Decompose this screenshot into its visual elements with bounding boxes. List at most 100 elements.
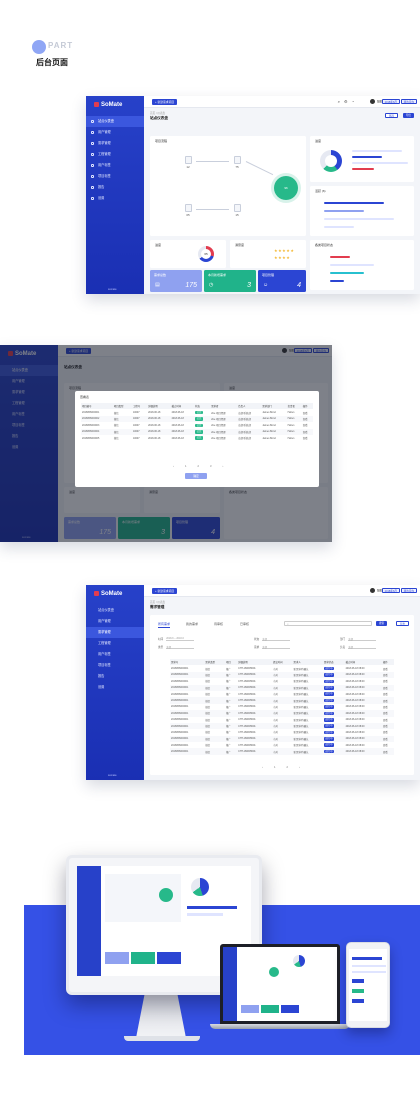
- sidebar-item-settings[interactable]: 设置: [86, 193, 144, 204]
- table-cell[interactable]: 查看: [301, 415, 313, 423]
- table-row[interactable]: 2018056000003 微信 10007 2018-06-18 2018-06-18…: [81, 422, 313, 428]
- table-row[interactable]: 2018056000002 微信 10007 2018-06-18 2018-06-18…: [81, 415, 313, 423]
- sidebar-item-project-tags[interactable]: 项目标签: [86, 171, 144, 182]
- confirm-button[interactable]: 确定: [185, 473, 207, 479]
- table-cell: 微信: [204, 697, 226, 704]
- sidebar-item-dashboard[interactable]: 站点仪表盘: [98, 608, 114, 612]
- table-row[interactable]: 2018056000001 微信 推广 CHT-180605001 小刘 新需求/待确认进…: [170, 735, 394, 743]
- stat-card-projects[interactable]: 项目管理 ☺ 4: [258, 270, 306, 292]
- sidebar-item-requirements[interactable]: 需求管理: [86, 138, 144, 149]
- sidebar-item-reports[interactable]: 报告: [98, 674, 105, 678]
- sidebar-item-requirements[interactable]: 需求管理: [86, 627, 144, 638]
- table-cell: 微信: [204, 684, 226, 691]
- search-input[interactable]: ⌕: [284, 621, 372, 626]
- tab-pending[interactable]: 待审核: [214, 622, 224, 626]
- table-cell[interactable]: 查看: [382, 667, 388, 671]
- table-cell[interactable]: 查看: [381, 684, 394, 691]
- search-icon[interactable]: ⌕: [337, 99, 344, 104]
- date-tag[interactable]: 2018年6月: [381, 588, 400, 593]
- tab-all[interactable]: 所有需求: [158, 622, 171, 628]
- todo-tag[interactable]: 我的待办: [400, 99, 417, 104]
- flow-node[interactable]: 15: [229, 204, 245, 217]
- table-cell[interactable]: 查看: [381, 671, 394, 679]
- device-stat: [105, 952, 129, 964]
- flow-node[interactable]: 75: [229, 156, 245, 169]
- table-cell[interactable]: 查看: [301, 428, 313, 435]
- requirement-tabs: 所有需求 我的需求 待审核 已审核: [158, 622, 308, 628]
- table-row[interactable]: 2018056000005 微信 10007 2018-06-18 2018-06-18…: [81, 435, 313, 441]
- table-cell[interactable]: 查看: [382, 731, 388, 735]
- sidebar-item-user-tags[interactable]: 用户标签: [98, 652, 111, 656]
- table-row[interactable]: 2018056000001 微信 推广 CHT-180605001 小刘 新需求/待确认进…: [170, 678, 394, 684]
- new-project-button[interactable]: + 新建需求项目: [152, 99, 178, 105]
- filter-department[interactable]: 部门 全部: [340, 637, 377, 642]
- table-cell[interactable]: 查看: [302, 424, 308, 428]
- table-row[interactable]: 2018056000001 微信 推广 CHT-180605001 小刘 新需求/待确认进…: [170, 691, 394, 697]
- export-button[interactable]: 导出: [402, 113, 414, 118]
- flow-node[interactable]: 05: [180, 204, 196, 217]
- sidebar-item-project-tags[interactable]: 项目标签: [98, 663, 111, 667]
- table-row[interactable]: 2018056000001 微信 推广 CHT-180605001 小刘 新需求/待确认进…: [170, 704, 394, 710]
- sidebar-footer: somate: [108, 774, 117, 777]
- table-row[interactable]: 2018056000001 微信 推广 CHT-180605001 小刘 新需求/待确认进…: [170, 697, 394, 704]
- flow-center-node[interactable]: 96: [274, 176, 298, 200]
- sidebar-item-users[interactable]: 用户管理: [98, 619, 111, 623]
- table-cell[interactable]: 查看: [382, 693, 388, 697]
- filter-time[interactable]: 时间 2018-6 ~ 2018-6: [158, 637, 195, 642]
- sidebar-item-projects[interactable]: 工程管理: [86, 149, 144, 160]
- filter-status[interactable]: 状态 全部: [254, 637, 291, 642]
- table-row[interactable]: 2018056000001 微信 推广 CHT-180605001 小刘 新需求/待确认进…: [170, 665, 394, 671]
- table-row[interactable]: 2018056000001 微信 推广 CHT-180605001 小刘 新需求/待确认进…: [170, 729, 394, 735]
- table-row[interactable]: 2018056000001 微信 推广 CHT-180605001 小刘 新需求/待确认进…: [170, 684, 394, 691]
- table-cell[interactable]: 查看: [381, 697, 394, 704]
- table-row[interactable]: 2018056000001 微信 推广 CHT-180605001 小刘 新需求/待确认进…: [170, 710, 394, 717]
- table-row[interactable]: 2018056000001 微信 推广 CHT-180605001 小刘 新需求/待确认进…: [170, 671, 394, 679]
- table-row[interactable]: 2018056000001 微信 推广 CHT-180605001 小刘 新需求/待确认进…: [170, 748, 394, 755]
- table-row[interactable]: 2018056000001 微信 10007 2018-06-18 2018-06-18…: [81, 409, 313, 415]
- user-menu[interactable]: 张晓华: [369, 588, 386, 593]
- export-button[interactable]: 导出: [396, 621, 410, 626]
- table-cell[interactable]: 查看: [381, 722, 394, 730]
- sidebar-item-dashboard[interactable]: 站点仪表盘: [86, 116, 144, 127]
- filter-type[interactable]: 类型 全部: [158, 645, 195, 650]
- imac-base: [124, 1036, 200, 1041]
- pagination[interactable]: ‹ 1 2 3 ›: [173, 464, 229, 468]
- flow-node[interactable]: 12: [180, 156, 196, 169]
- settings-icon[interactable]: ⚙: [343, 99, 352, 104]
- table-cell[interactable]: 查看: [382, 718, 388, 722]
- filter-owner[interactable]: 负责 全部: [340, 645, 377, 650]
- new-project-button[interactable]: + 新建需求项目: [152, 588, 178, 594]
- todo-tag[interactable]: 我的待办: [400, 588, 417, 593]
- flow-card-title: 项目流程: [155, 139, 168, 143]
- table-row[interactable]: 2018056000001 微信 推广 CHT-180605001 小刘 新需求/待确认进…: [170, 722, 394, 730]
- search-button[interactable]: 搜索: [376, 621, 388, 626]
- date-tag[interactable]: 2018年6月: [381, 99, 400, 104]
- table-cell[interactable]: 查看: [381, 748, 394, 755]
- table-cell[interactable]: 查看: [302, 437, 308, 441]
- bell-icon[interactable]: ◔: [351, 99, 358, 104]
- sidebar-item-users[interactable]: 用户管理: [86, 127, 144, 138]
- table-cell[interactable]: 查看: [302, 411, 308, 415]
- table-cell: 总部/系统部: [238, 411, 251, 415]
- table-row[interactable]: 2018056000001 微信 推广 CHT-180605001 小刘 新需求/待确认进…: [170, 717, 394, 723]
- table-cell[interactable]: 查看: [381, 735, 394, 743]
- stat-card-new[interactable]: 本月新增需求 ◷ 3: [204, 270, 256, 292]
- table-row[interactable]: 2018056000001 微信 推广 CHT-180605001 小刘 新需求/待确认进…: [170, 742, 394, 748]
- stat-card-total[interactable]: 需求总数 ▤ 175: [150, 270, 202, 292]
- filter-requirement[interactable]: 需求 全部: [254, 645, 291, 650]
- sidebar-item-settings[interactable]: 设置: [98, 685, 105, 689]
- table-cell[interactable]: 查看: [381, 710, 394, 717]
- table-cell[interactable]: 查看: [382, 705, 388, 709]
- table-row[interactable]: 2018056000004 微信 10007 2018-06-18 2018-06-18…: [81, 428, 313, 435]
- tab-reviewed[interactable]: 已审核: [240, 622, 250, 626]
- table-cell: 进行中: [322, 684, 345, 691]
- filter-button[interactable]: 筛选: [384, 113, 398, 118]
- sidebar-item-user-tags[interactable]: 用户标签: [86, 160, 144, 171]
- sidebar-item-projects[interactable]: 工程管理: [98, 641, 111, 645]
- table-cell[interactable]: 查看: [382, 744, 388, 748]
- pagination[interactable]: ‹ 1 2 ›: [262, 765, 305, 769]
- tab-mine[interactable]: 我的需求: [186, 622, 199, 626]
- sidebar-item-reports[interactable]: 报告: [86, 182, 144, 193]
- table-cell[interactable]: 查看: [382, 680, 388, 684]
- user-menu[interactable]: 张晓华: [369, 99, 386, 104]
